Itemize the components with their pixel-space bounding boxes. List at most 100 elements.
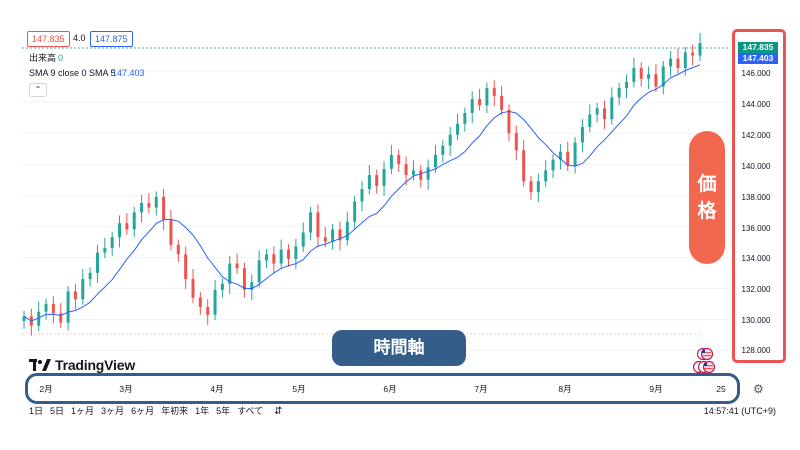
- time-axis-label: 2月: [39, 384, 53, 394]
- candle-body: [125, 223, 129, 230]
- price-callout-char: 価: [697, 173, 717, 195]
- candle-body: [375, 175, 379, 186]
- candle-body: [198, 297, 202, 308]
- candle-body: [463, 112, 467, 124]
- range-3m[interactable]: 3ヶ月: [101, 406, 125, 416]
- candle-body: [654, 74, 658, 87]
- ask-price-box[interactable]: 147.875: [90, 31, 133, 47]
- clock-text[interactable]: 14:57:41 (UTC+9): [703, 406, 776, 416]
- candle-body: [353, 201, 357, 222]
- bid-price-box[interactable]: 147.835: [27, 31, 70, 47]
- candle-body: [264, 254, 268, 261]
- candle-body: [323, 237, 327, 242]
- range-all[interactable]: すべて: [237, 406, 264, 416]
- sma-legend-value: 147.403: [112, 68, 145, 78]
- range-1m[interactable]: 1ヶ月: [71, 406, 95, 416]
- candle-body: [213, 289, 217, 315]
- candle-body: [661, 66, 665, 87]
- time-axis-label: 6月: [383, 384, 397, 394]
- price-axis-highlight: [732, 29, 786, 363]
- price-axis-label: 134.000: [741, 254, 771, 263]
- candle-body: [625, 81, 629, 89]
- candle-body: [81, 279, 85, 300]
- candle-body: [669, 58, 673, 67]
- range-5d[interactable]: 5日: [50, 406, 65, 416]
- candle-body: [397, 154, 401, 165]
- range-5y[interactable]: 5年: [216, 406, 231, 416]
- range-ytd[interactable]: 年初来: [161, 406, 189, 416]
- candle-body: [419, 170, 423, 180]
- candle-body: [118, 223, 122, 238]
- candle-body: [485, 88, 489, 106]
- candle-body: [610, 97, 614, 120]
- event-flags-icon[interactable]: [693, 347, 721, 373]
- candle-body: [691, 52, 695, 56]
- date-range-icon[interactable]: ⇵: [274, 406, 283, 417]
- candle-body: [683, 52, 687, 68]
- candle-body: [95, 252, 99, 273]
- tradingview-icon: [29, 359, 51, 371]
- volume-label: 出来高: [29, 53, 57, 63]
- candle-body: [132, 212, 136, 230]
- price-axis-label: 132.000: [741, 285, 771, 294]
- price-axis-label: 144.000: [741, 100, 771, 109]
- candle-body: [235, 263, 239, 269]
- time-axis-label: 7月: [474, 384, 488, 394]
- current-price-tag: 147.835: [738, 42, 778, 53]
- candle-body: [250, 282, 254, 290]
- candle-body: [51, 303, 55, 314]
- candle-body: [140, 203, 144, 213]
- candle-body: [191, 279, 195, 298]
- candle-body: [338, 229, 342, 241]
- price-callout-char: 格: [697, 200, 717, 222]
- candle-body: [154, 196, 158, 208]
- candle-body: [257, 260, 261, 283]
- candle-body: [507, 109, 511, 134]
- candle-body: [103, 248, 107, 253]
- candle-body: [566, 151, 570, 166]
- candle-body: [22, 316, 26, 321]
- time-axis-callout: 時間軸: [332, 330, 466, 366]
- candle-body: [573, 142, 577, 166]
- sma-legend-label: SMA 9 close 0 SMA 5: [29, 68, 116, 78]
- chart-grid: [22, 70, 730, 351]
- candle-body: [639, 67, 643, 79]
- range-6m[interactable]: 6ヶ月: [131, 406, 155, 416]
- range-selector: 1日 5日 1ヶ月 3ヶ月 6ヶ月 年初来 1年 5年 すべて ⇵: [29, 405, 283, 418]
- candle-body: [536, 181, 540, 193]
- candle-body: [500, 95, 504, 110]
- sma-price-tag: 147.403: [738, 53, 778, 64]
- candle-body: [551, 159, 555, 171]
- time-axis-label: 5月: [292, 384, 306, 394]
- spread-value: 4.0: [73, 33, 86, 43]
- candle-body: [676, 58, 680, 68]
- candle-body: [66, 291, 70, 323]
- time-axis-label: 25: [716, 384, 726, 394]
- candle-body: [360, 189, 364, 202]
- candle-body: [316, 212, 320, 238]
- candle-body: [44, 303, 48, 312]
- candle-body: [558, 151, 562, 160]
- candle-body: [309, 212, 313, 233]
- time-axis-highlight: [25, 373, 740, 404]
- candle-body: [169, 220, 173, 245]
- tradingview-logo[interactable]: TradingView: [29, 356, 135, 374]
- range-1d[interactable]: 1日: [29, 406, 44, 416]
- candle-body: [294, 246, 298, 259]
- price-axis-label: 138.000: [741, 193, 771, 202]
- settings-gear-icon[interactable]: ⚙: [753, 382, 764, 396]
- candle-body: [544, 170, 548, 182]
- candle-body: [580, 126, 584, 143]
- candle-body: [478, 98, 482, 106]
- candle-body: [367, 175, 371, 190]
- candle-body: [162, 196, 166, 221]
- candle-body: [331, 229, 335, 242]
- legend-collapse-button[interactable]: ⌃: [29, 83, 47, 97]
- candle-body: [59, 313, 63, 323]
- time-axis-label: 9月: [649, 384, 663, 394]
- candle-body: [345, 221, 349, 241]
- price-axis-label: 130.000: [741, 316, 771, 325]
- range-1y[interactable]: 1年: [195, 406, 210, 416]
- price-callout: 価 格: [689, 131, 725, 264]
